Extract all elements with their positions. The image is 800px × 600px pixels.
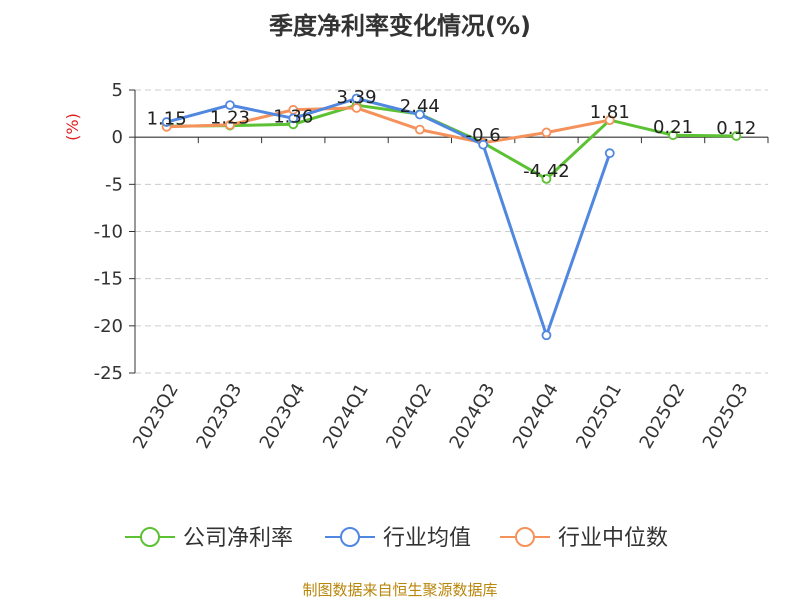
data-label: 0.12 (716, 118, 756, 139)
x-tick-label: 2025Q2 (635, 380, 689, 452)
data-label: -4.42 (523, 161, 570, 182)
y-tick-labels: 5 0 -5 -10 -15 -20 -25 (94, 80, 123, 384)
y-tick-label: -15 (94, 269, 123, 290)
x-tick-label: 2024Q4 (509, 380, 563, 452)
y-tick-label: -20 (94, 316, 123, 337)
data-point (478, 139, 489, 150)
data-point (351, 103, 362, 113)
legend-item-0: 公司净利率 (125, 526, 293, 551)
data-point (541, 127, 552, 138)
source-note: 制图数据来自恒生聚源数据库 (302, 581, 497, 599)
data-label: -0.6 (466, 125, 501, 146)
legend-marker (140, 527, 160, 547)
series-lines (166, 97, 737, 337)
chart-title: 季度净利率变化情况(%) (269, 12, 531, 40)
y-tick-label: -25 (94, 363, 123, 384)
legend-label: 行业中位数 (558, 526, 668, 551)
legend-label: 行业均值 (383, 526, 471, 551)
grid-lines (135, 89, 768, 374)
data-point (541, 173, 552, 184)
series-line-1 (166, 97, 612, 337)
data-label: 1.36 (273, 106, 313, 127)
data-point (731, 131, 742, 141)
data-point (225, 100, 235, 110)
legend-marker (340, 527, 360, 547)
legend-marker (515, 527, 535, 547)
series-points (161, 93, 742, 341)
y-tick-label: 0 (112, 127, 123, 148)
legend-label: 公司净利率 (183, 526, 293, 551)
x-tick-label: 2023Q4 (256, 380, 310, 452)
data-point (161, 117, 172, 127)
data-label: 2.44 (400, 96, 440, 117)
x-tick-label: 2023Q3 (192, 380, 246, 452)
x-tick-label: 2024Q3 (446, 380, 500, 452)
data-point (604, 115, 615, 125)
x-tick-labels: 2023Q2 2023Q3 2023Q4 2024Q1 2024Q2 2024Q3 2024… (129, 380, 753, 452)
data-point (288, 113, 299, 124)
legend-item-1: 行业均值 (325, 526, 471, 551)
data-label: 0.21 (653, 117, 693, 138)
data-labels: 1.15 1.23 1.36 3.39 2.44 -0.6 -4.42 1.81 0.21 0.1… (147, 87, 757, 182)
y-tick-label: -5 (105, 174, 123, 195)
data-label: 1.81 (590, 102, 630, 123)
data-point (225, 120, 235, 130)
x-tick-label: 2024Q2 (382, 380, 436, 452)
data-point (604, 148, 615, 159)
x-tick-label: 2023Q2 (129, 380, 183, 452)
legend-item-2: 行业中位数 (500, 526, 668, 551)
x-tick-label: 2024Q1 (319, 380, 373, 452)
data-point (668, 130, 678, 141)
y-axis-label: (%) (63, 113, 82, 141)
series-line-2 (166, 106, 611, 145)
data-point (351, 93, 362, 104)
data-label: 1.15 (147, 108, 187, 129)
y-tick-label: 5 (112, 80, 123, 101)
data-label: 1.23 (210, 108, 250, 129)
x-tick-label: 2025Q1 (572, 380, 626, 452)
data-point (541, 330, 552, 341)
x-tick-label: 2025Q3 (699, 380, 753, 452)
data-point (414, 109, 425, 120)
data-label: 3.39 (337, 87, 377, 108)
data-point (414, 124, 425, 135)
legend: 公司净利率 行业均值 行业中位数 (125, 526, 668, 551)
y-tick-label: -10 (94, 222, 123, 243)
